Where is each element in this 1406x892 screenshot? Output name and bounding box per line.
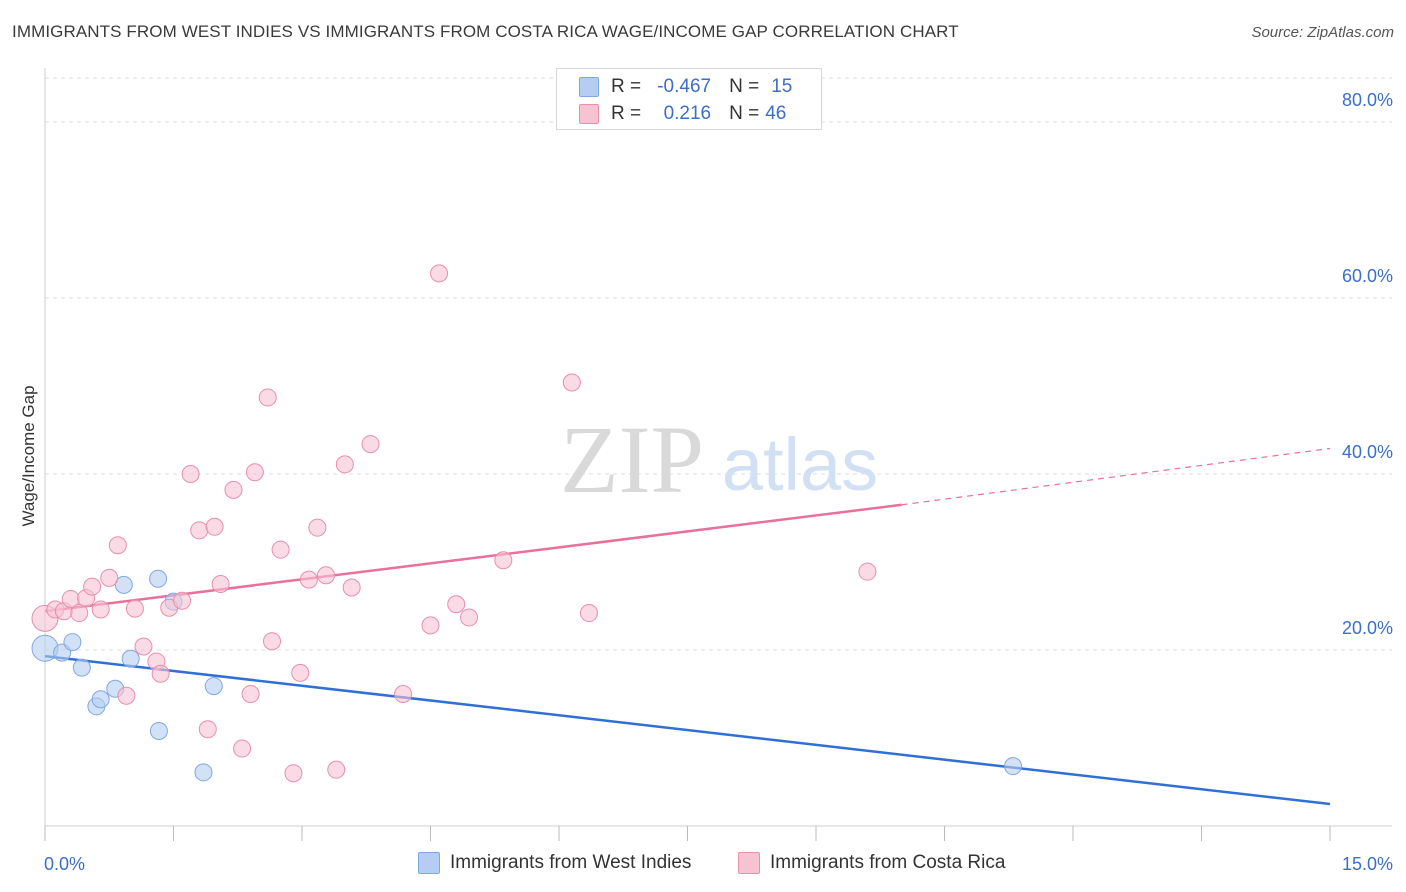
chart-title: IMMIGRANTS FROM WEST INDIES VS IMMIGRANT…: [12, 22, 959, 41]
watermark-zip: ZIP: [560, 406, 704, 513]
y-tick-label: 40.0%: [1342, 442, 1393, 462]
costa-rica-point: [198, 720, 217, 739]
y-tick-label: 60.0%: [1342, 266, 1393, 286]
west-indies-trend-line: [44, 654, 1331, 806]
west-indies-point: [149, 569, 168, 588]
legend-r-label: R =: [611, 103, 642, 124]
west-indies-point: [149, 721, 168, 740]
west-indies-point: [1004, 757, 1023, 776]
series-swatch-pink: [738, 852, 760, 874]
costa-rica-point: [224, 480, 243, 499]
data-points: [31, 264, 1023, 783]
legend-row-west-indies: R = -0.467 N = 15: [579, 75, 792, 99]
legend-swatch-blue: [579, 77, 599, 97]
costa-rica-point: [245, 463, 264, 482]
costa-rica-point: [299, 570, 318, 589]
costa-rica-point: [241, 685, 260, 703]
y-tick-label: 80.0%: [1342, 90, 1393, 110]
legend-n-label: N =: [729, 76, 760, 97]
legend-r-value: 0.216: [663, 103, 712, 124]
axes: [44, 68, 1392, 841]
costa-rica-point: [151, 664, 170, 683]
costa-rica-point: [361, 435, 380, 454]
x-tick-label: 15.0%: [1342, 854, 1393, 874]
costa-rica-point: [335, 455, 354, 474]
costa-rica-point: [100, 568, 119, 587]
watermark: ZIP atlas: [560, 406, 878, 513]
series-label-west-indies: Immigrants from West Indies: [450, 852, 692, 873]
series-label-costa-rica: Immigrants from Costa Rica: [770, 852, 1006, 873]
series-legend-west-indies[interactable]: Immigrants from West Indies: [418, 852, 691, 874]
costa-rica-point: [394, 685, 413, 703]
legend-row-costa-rica: R = 0.216 N = 46: [579, 102, 786, 126]
costa-rica-point: [70, 604, 89, 623]
costa-rica-point: [316, 566, 335, 585]
watermark-atlas: atlas: [722, 423, 878, 506]
costa-rica-point: [271, 540, 290, 559]
costa-rica-point: [108, 536, 127, 555]
costa-rica-point: [173, 591, 192, 610]
legend-n-value: 15: [771, 76, 793, 97]
costa-rica-trend-extension: [901, 447, 1331, 506]
legend-n-value: 46: [765, 103, 787, 124]
west-indies-point: [121, 649, 140, 668]
costa-rica-trend-line: [44, 503, 902, 613]
west-indies-point: [72, 658, 91, 677]
west-indies-point: [31, 634, 59, 662]
costa-rica-point: [125, 599, 144, 618]
west-indies-point: [194, 763, 213, 782]
costa-rica-point: [205, 517, 224, 536]
costa-rica-point: [308, 518, 327, 537]
y-axis-label: Wage/Income Gap: [19, 385, 38, 526]
costa-rica-point: [858, 562, 877, 581]
costa-rica-point: [579, 604, 598, 623]
grid-lines: [45, 77, 1392, 651]
costa-rica-point: [263, 632, 282, 651]
costa-rica-point: [211, 575, 230, 593]
series-legend-costa-rica[interactable]: Immigrants from Costa Rica: [738, 852, 1005, 874]
costa-rica-point: [91, 600, 110, 619]
west-indies-point: [114, 575, 133, 594]
legend-n-label: N =: [729, 103, 760, 124]
costa-rica-point: [494, 551, 513, 570]
y-tick-label: 20.0%: [1342, 618, 1393, 638]
costa-rica-point: [447, 595, 466, 614]
costa-rica-point: [190, 521, 209, 540]
costa-rica-point: [562, 373, 581, 392]
costa-rica-point: [460, 608, 479, 627]
stats-legend: R = -0.467 N = 15 R = 0.216 N = 46: [556, 68, 822, 130]
series-swatch-blue: [418, 852, 440, 874]
costa-rica-point: [117, 686, 136, 705]
west-indies-point: [63, 633, 82, 652]
trend-lines: [44, 447, 1331, 806]
costa-rica-point: [327, 760, 346, 779]
costa-rica-point: [421, 616, 440, 635]
west-indies-point: [91, 690, 110, 709]
costa-rica-point: [291, 663, 310, 682]
costa-rica-point: [430, 264, 449, 283]
legend-swatch-pink: [579, 104, 599, 124]
legend-r-value: -0.467: [657, 76, 712, 97]
west-indies-point: [204, 677, 223, 696]
costa-rica-point: [233, 739, 252, 758]
costa-rica-point: [284, 764, 303, 783]
series-legend: Immigrants from West Indies Immigrants f…: [0, 852, 1406, 878]
tick-labels: 20.0% 40.0% 60.0% 80.0% 0.0% 15.0%: [44, 90, 1393, 874]
costa-rica-point: [258, 388, 277, 407]
costa-rica-point: [134, 637, 153, 656]
x-tick-label: 0.0%: [44, 854, 85, 874]
costa-rica-point: [342, 578, 361, 597]
legend-r-label: R =: [611, 76, 642, 97]
costa-rica-point: [181, 465, 200, 483]
costa-rica-point: [83, 577, 102, 596]
source-label: Source: ZipAtlas.com: [1251, 24, 1394, 41]
